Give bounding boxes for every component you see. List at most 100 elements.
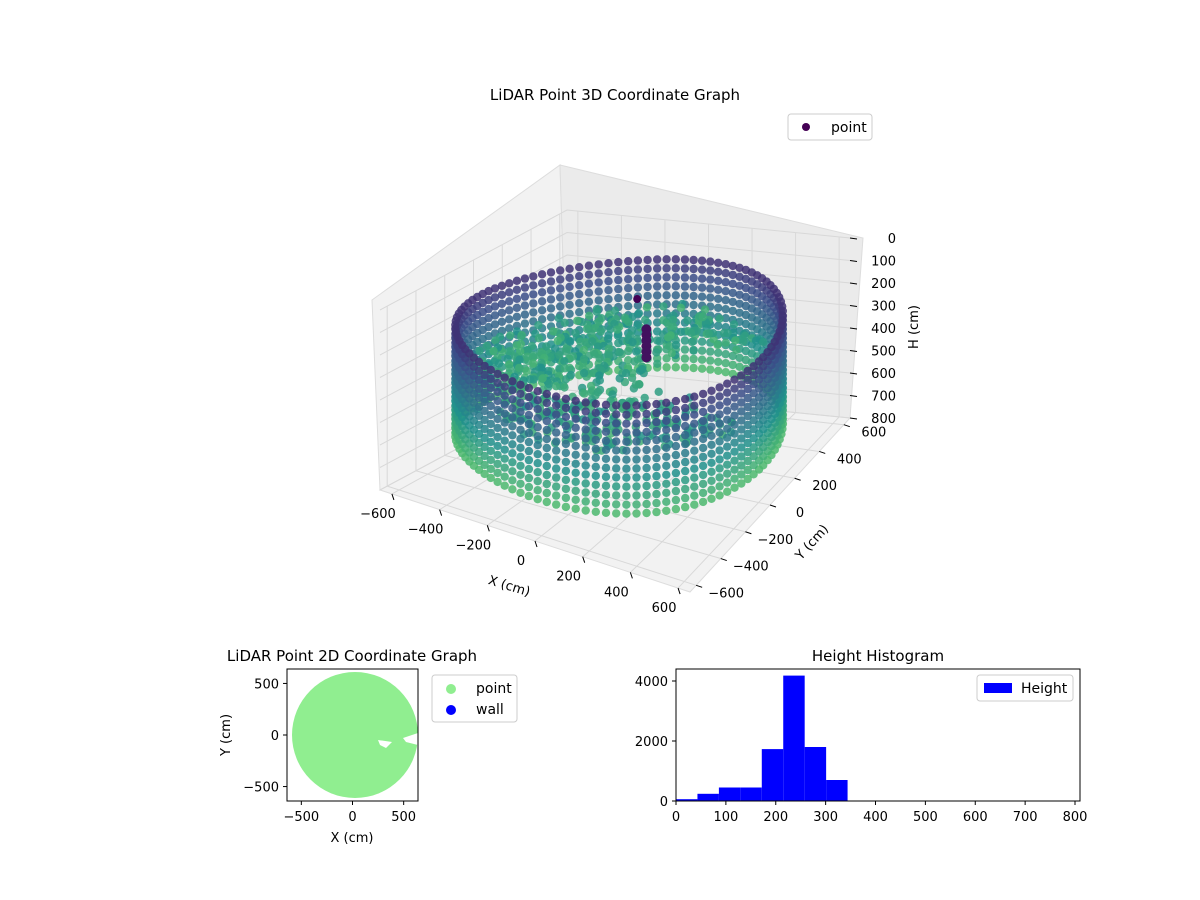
data-point: [632, 464, 640, 472]
data-point: [628, 338, 636, 346]
data-point: [662, 489, 670, 497]
data-point: [552, 392, 560, 400]
data-point: [529, 281, 537, 289]
data-point: [632, 380, 640, 388]
data-point: [632, 446, 640, 454]
data-point: [642, 509, 650, 517]
data-point: [554, 337, 562, 345]
data-point: [602, 437, 610, 445]
data-point: [622, 474, 630, 482]
data-point: [592, 472, 600, 480]
histogram-bar: [805, 747, 826, 801]
data-point: [662, 363, 670, 371]
data-point: [493, 451, 501, 459]
data-point: [653, 264, 661, 272]
data-point: [672, 363, 680, 371]
data-point: [614, 285, 622, 293]
data-point: [572, 424, 580, 432]
data-point: [565, 283, 573, 291]
data-point: [483, 342, 491, 350]
data-point: [572, 469, 580, 477]
data-point: [538, 297, 546, 305]
data-point: [632, 401, 640, 409]
data-point-outlier: [633, 295, 641, 303]
data-point: [642, 419, 650, 427]
data-point: [505, 279, 513, 287]
data-point: [722, 269, 730, 277]
data-point: [622, 429, 630, 437]
data-point: [616, 348, 624, 356]
tick-label-x-hist: 600: [963, 810, 988, 825]
data-point: [690, 447, 698, 455]
data-point: [592, 409, 600, 417]
data-point: [715, 473, 723, 481]
data-point: [582, 506, 590, 514]
data-point: [642, 482, 650, 490]
data-point: [652, 418, 660, 426]
data-point: [506, 331, 514, 339]
data-point: [582, 407, 590, 415]
data-point: [516, 390, 524, 398]
data-point: [672, 451, 680, 459]
data-point: [516, 435, 524, 443]
data-point: [594, 388, 602, 396]
data-point: [699, 489, 707, 497]
data-point: [516, 408, 524, 416]
data-point: [715, 392, 723, 400]
data-point: [722, 287, 730, 295]
data-point: [602, 473, 610, 481]
data-point: [689, 265, 697, 273]
data-point: [634, 256, 642, 264]
data-point: [681, 363, 689, 371]
data-point: [707, 450, 715, 458]
data-point: [543, 498, 551, 506]
data-point: [698, 275, 706, 283]
data-point: [714, 259, 722, 267]
data-point: [508, 422, 516, 430]
data-point: [715, 419, 723, 427]
point-cloud-2d: [292, 672, 418, 798]
histogram-bar: [783, 676, 804, 801]
chart-3d-title: LiDAR Point 3D Coordinate Graph: [490, 86, 740, 104]
data-point: [529, 359, 537, 367]
data-point: [534, 405, 542, 413]
data-point: [522, 367, 530, 375]
data-point: [612, 473, 620, 481]
data-point: [565, 292, 573, 300]
data-point: [529, 272, 537, 280]
scatter-2d: [292, 672, 418, 798]
data-point: [513, 295, 521, 303]
x-axis-label-2d: X (cm): [331, 831, 374, 846]
tick-y-3d: [844, 425, 850, 427]
data-point: [653, 360, 661, 368]
tick-label-z-3d: 600: [871, 367, 896, 382]
data-point: [534, 486, 542, 494]
data-point: [690, 402, 698, 410]
data-point: [534, 450, 542, 458]
data-point: [592, 418, 600, 426]
data-point: [523, 353, 531, 361]
tick-label-x-hist: 700: [1013, 810, 1038, 825]
data-point: [501, 446, 509, 454]
data-point: [517, 340, 525, 348]
tick-label-z-3d: 100: [871, 255, 896, 270]
data-point: [612, 491, 620, 499]
data-point: [588, 337, 596, 345]
histogram-title: Height Histogram: [812, 647, 944, 665]
data-point: [592, 490, 600, 498]
data-point: [672, 397, 680, 405]
data-point: [672, 487, 680, 495]
data-point: [622, 411, 630, 419]
data-point: [662, 507, 670, 515]
data-point: [547, 304, 555, 312]
data-point: [706, 275, 714, 283]
data-point: [622, 492, 630, 500]
data-point: [681, 422, 689, 430]
data-point: [516, 381, 524, 389]
data-point: [521, 319, 529, 327]
data-point: [672, 282, 680, 290]
data-point: [604, 268, 612, 276]
data-point: [707, 414, 715, 422]
data-point: [681, 336, 689, 344]
data-point: [529, 299, 537, 307]
